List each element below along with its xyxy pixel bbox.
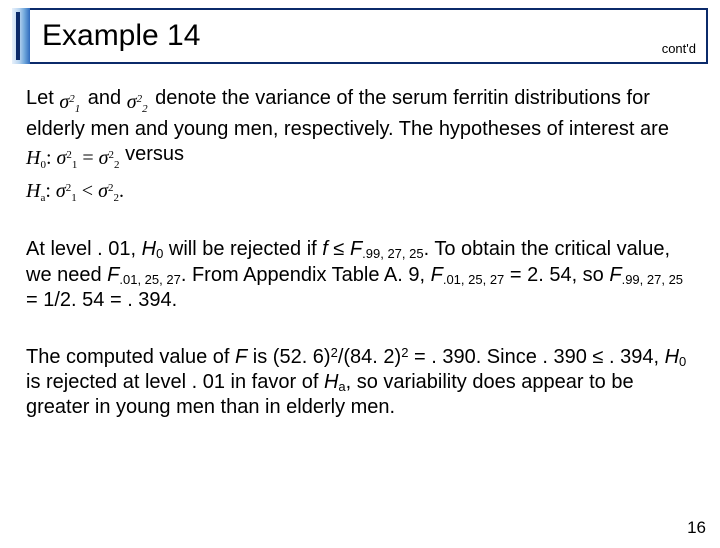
text: = 1/2. 54 = . 394. bbox=[26, 289, 177, 311]
h0-hypothesis: H0: σ21 = σ22 bbox=[26, 146, 120, 173]
F1-sub: .99, 27, 25 bbox=[362, 246, 423, 261]
paragraph-2: At level . 01, H0 will be rejected if f … bbox=[26, 237, 692, 313]
page-number: 16 bbox=[687, 518, 706, 538]
le-symbol: ≤ bbox=[328, 238, 350, 260]
F4: F bbox=[609, 264, 621, 286]
le-symbol: ≤ bbox=[592, 346, 603, 368]
text: . 394, bbox=[603, 346, 664, 368]
h0: H bbox=[665, 346, 679, 368]
sq-a: 2 bbox=[331, 345, 338, 360]
ha-sub: a bbox=[338, 379, 345, 394]
paragraph-1: Let σ21 and σ22 denote the variance of t… bbox=[26, 86, 692, 205]
text: = 2. 54, so bbox=[504, 264, 609, 286]
h0-sub: 0 bbox=[679, 354, 686, 369]
F1: F bbox=[350, 238, 362, 260]
text: = . 390. Since . 390 bbox=[408, 346, 592, 368]
text: At level . 01, bbox=[26, 238, 142, 260]
ha: H bbox=[324, 371, 338, 393]
paragraph-3: The computed value of F is (52. 6)2/(84.… bbox=[26, 345, 692, 421]
h0: H bbox=[142, 238, 156, 260]
title-bar: Example 14 cont'd bbox=[12, 8, 708, 64]
text: is (52. 6) bbox=[247, 346, 330, 368]
text: versus bbox=[120, 143, 184, 165]
title-accent bbox=[12, 8, 30, 64]
sigma2-sq: σ22 bbox=[127, 90, 150, 117]
ha-hypothesis: Ha: σ21 < σ22. bbox=[26, 179, 124, 206]
F3-sub: .01, 25, 27 bbox=[443, 272, 504, 287]
text: will be rejected if bbox=[163, 238, 322, 260]
text: is rejected at level . 01 in favor of bbox=[26, 371, 324, 393]
continued-label: cont'd bbox=[662, 41, 696, 56]
text: The computed value of bbox=[26, 346, 235, 368]
F2-sub: .01, 25, 27 bbox=[119, 272, 180, 287]
text: . From Appendix Table A. 9, bbox=[181, 264, 431, 286]
text: and bbox=[82, 87, 126, 109]
text: Let bbox=[26, 87, 59, 109]
F3: F bbox=[431, 264, 443, 286]
text: /(84. 2) bbox=[338, 346, 401, 368]
F: F bbox=[235, 346, 247, 368]
slide-title: Example 14 bbox=[42, 19, 200, 53]
F4-sub: .99, 27, 25 bbox=[622, 272, 683, 287]
F2: F bbox=[107, 264, 119, 286]
sigma1-sq: σ21 bbox=[59, 90, 82, 117]
slide-body: Let σ21 and σ22 denote the variance of t… bbox=[0, 64, 720, 420]
